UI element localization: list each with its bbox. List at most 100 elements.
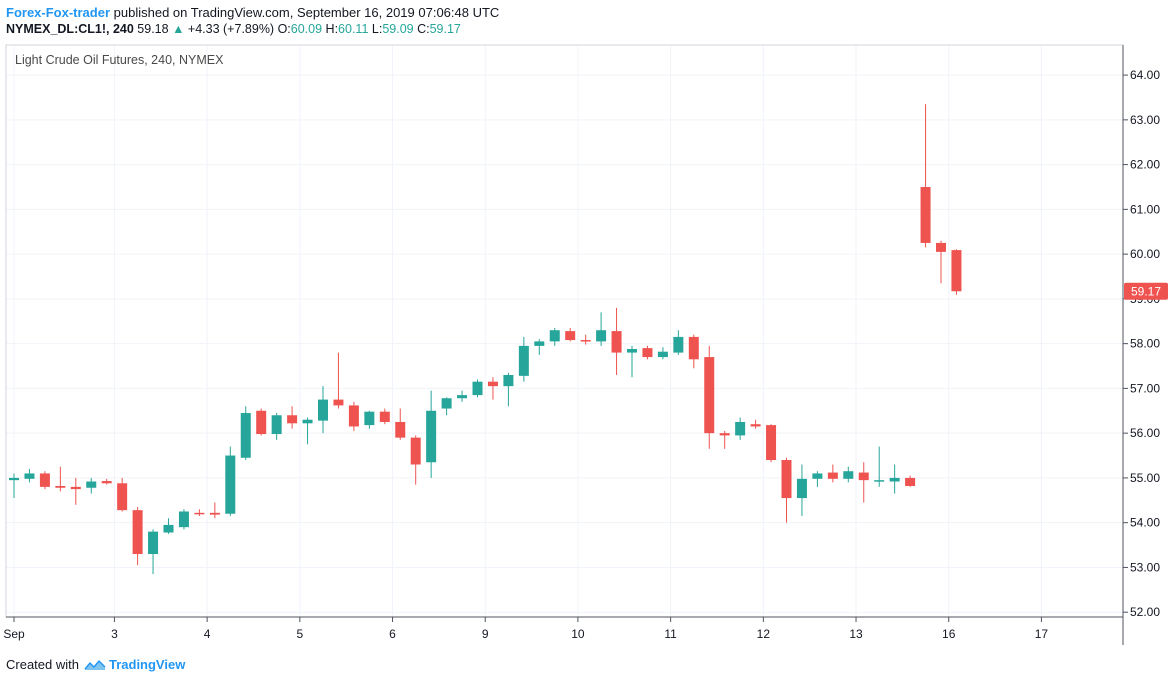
candle-body [117, 483, 128, 511]
candle[interactable] [24, 468, 35, 483]
candle[interactable] [117, 477, 128, 512]
candle[interactable] [596, 312, 607, 346]
candle[interactable] [178, 509, 189, 530]
candle[interactable] [750, 419, 761, 429]
y-tick-label: 53.00 [1130, 560, 1160, 574]
candle[interactable] [766, 424, 777, 463]
candle[interactable] [39, 471, 50, 490]
candle-body [256, 410, 267, 435]
candle[interactable] [318, 386, 328, 434]
candle-body [364, 411, 375, 426]
candle[interactable] [781, 457, 792, 523]
candle-body [348, 405, 359, 427]
published-text: published on TradingView.com, September … [110, 5, 500, 20]
candle[interactable] [827, 464, 838, 483]
candle[interactable] [472, 379, 483, 398]
candle[interactable] [858, 462, 869, 503]
candle[interactable] [379, 408, 390, 425]
candle-body [194, 512, 205, 515]
y-tick-label: 64.00 [1130, 68, 1160, 82]
candle[interactable] [936, 240, 946, 284]
candle[interactable] [287, 406, 298, 429]
candle[interactable] [333, 352, 344, 409]
candle-body [781, 460, 792, 499]
y-tick-label: 54.00 [1130, 516, 1160, 530]
low-value: 59.09 [382, 22, 414, 36]
candle[interactable] [457, 390, 468, 402]
candle[interactable] [132, 507, 143, 566]
candle-body [936, 242, 946, 252]
candle[interactable] [580, 334, 591, 345]
candle[interactable] [905, 475, 916, 487]
candle[interactable] [796, 464, 807, 516]
candle[interactable] [101, 478, 112, 485]
candle[interactable] [194, 509, 205, 516]
author-link[interactable]: Forex-Fox-trader [6, 5, 111, 20]
candle-body [627, 349, 637, 353]
candle[interactable] [889, 464, 900, 494]
candle-body [874, 480, 885, 482]
candle[interactable] [673, 330, 684, 355]
candle-body [426, 410, 437, 463]
candle[interactable] [657, 347, 668, 360]
candle[interactable] [256, 408, 267, 436]
candle[interactable] [642, 345, 653, 360]
candle[interactable] [688, 334, 699, 369]
candle[interactable] [410, 435, 421, 485]
candle[interactable] [441, 397, 452, 416]
candle[interactable] [812, 471, 823, 487]
x-tick-label: 6 [389, 627, 396, 641]
candle[interactable] [518, 336, 529, 382]
candle[interactable] [920, 104, 931, 248]
candle-body [920, 186, 931, 243]
candle-body [457, 395, 468, 399]
candle[interactable] [148, 529, 159, 575]
candle[interactable] [843, 466, 854, 483]
candle[interactable] [302, 417, 313, 445]
candle[interactable] [611, 307, 622, 375]
candle[interactable] [364, 410, 375, 429]
candle[interactable] [9, 473, 19, 499]
candle[interactable] [951, 249, 962, 295]
candle[interactable] [719, 430, 730, 449]
candle-body [302, 419, 313, 424]
y-tick-label: 63.00 [1130, 113, 1160, 127]
candle[interactable] [86, 477, 97, 494]
candle[interactable] [240, 406, 251, 461]
candle[interactable] [55, 466, 66, 492]
candle[interactable] [426, 390, 437, 478]
x-tick-label: 9 [482, 627, 489, 641]
candle[interactable] [395, 408, 406, 440]
y-tick-label: 52.00 [1130, 605, 1160, 619]
candle[interactable] [565, 327, 576, 342]
candle[interactable] [627, 345, 637, 378]
x-tick-label: 4 [204, 627, 211, 641]
candle-body [287, 415, 298, 424]
candle[interactable] [534, 339, 545, 355]
x-tick-label: 13 [849, 627, 863, 641]
candlestick-chart[interactable]: 52.0053.0054.0055.0056.0057.0058.0059.00… [0, 0, 1176, 650]
candle[interactable] [225, 446, 236, 516]
candle[interactable] [874, 446, 885, 487]
x-tick-label: 12 [757, 627, 771, 641]
tradingview-brand-link[interactable]: TradingView [108, 657, 186, 672]
candles-layer [9, 104, 962, 575]
candle[interactable] [348, 401, 359, 431]
candle-body [673, 336, 684, 353]
high-label: H: [325, 22, 339, 36]
candle[interactable] [209, 502, 220, 519]
candle[interactable] [735, 417, 746, 440]
candle[interactable] [704, 345, 715, 449]
candle[interactable] [503, 372, 514, 407]
candle[interactable] [549, 327, 560, 346]
candle[interactable] [163, 518, 174, 534]
candle[interactable] [271, 413, 282, 440]
chart-title: Light Crude Oil Futures, 240, NYMEX [15, 53, 224, 67]
candle-body [271, 415, 282, 435]
candle[interactable] [70, 477, 81, 505]
candle-body [503, 374, 514, 387]
candle-body [843, 471, 854, 479]
candle[interactable] [487, 377, 498, 400]
price-change: +4.33 (+7.89%) [187, 22, 275, 36]
candle-body [858, 472, 869, 481]
